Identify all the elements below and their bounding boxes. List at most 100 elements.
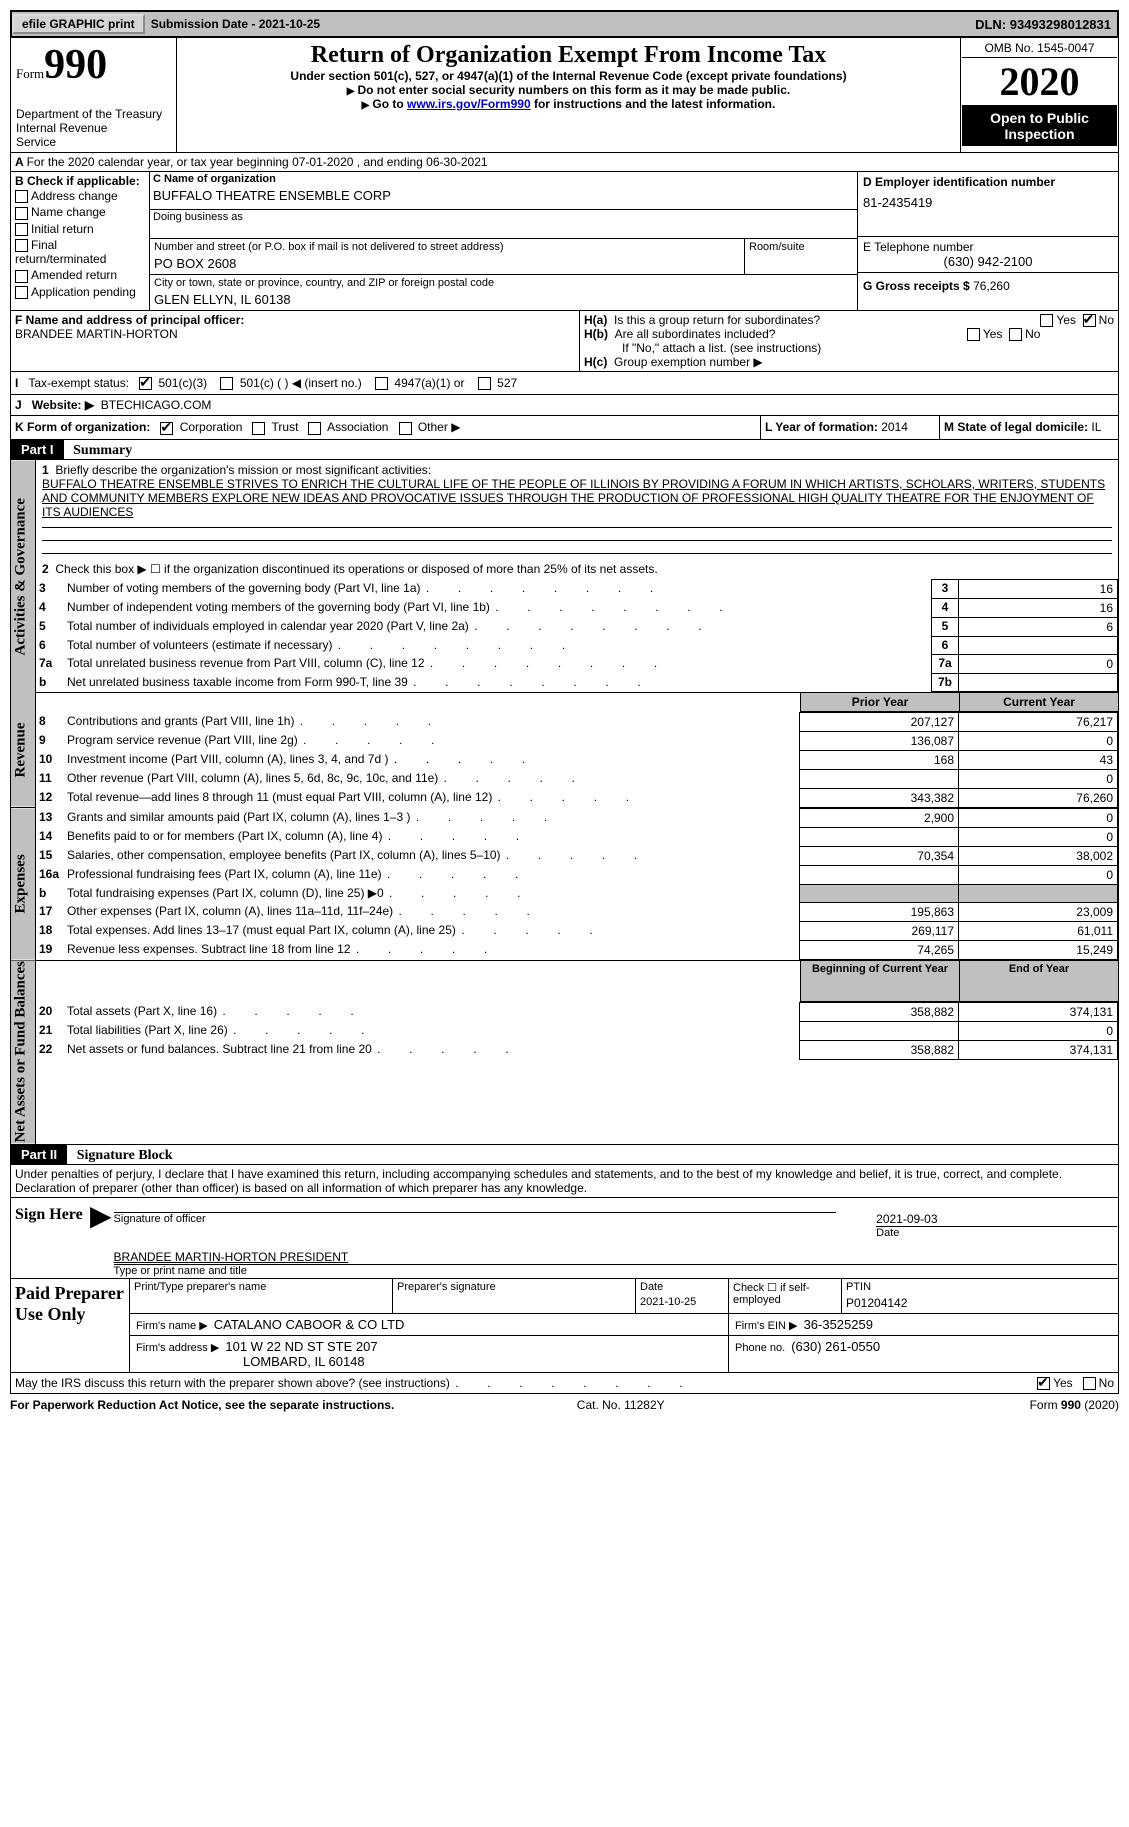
sig-officer-label: Signature of officer xyxy=(114,1212,837,1225)
current-value: 374,131 xyxy=(959,1040,1118,1059)
tab-expenses: Expenses xyxy=(11,808,36,961)
discuss-no[interactable] xyxy=(1083,1377,1096,1390)
line-item: 20Total assets (Part X, line 16) xyxy=(36,1002,800,1021)
dln: DLN: 93493298012831 xyxy=(975,17,1117,32)
prior-value xyxy=(800,865,959,884)
line-item: 14Benefits paid to or for members (Part … xyxy=(36,827,800,846)
open-inspection: Open to Public Inspection xyxy=(962,106,1117,146)
line-item: 10Investment income (Part VIII, column (… xyxy=(36,750,800,769)
current-value: 0 xyxy=(959,865,1118,884)
firm-ein-row: Firm's EIN ▶ 36-3525259 xyxy=(729,1314,1119,1336)
sec-b-item[interactable]: Amended return xyxy=(15,267,145,283)
line-box: 5 xyxy=(932,617,959,636)
efile-print-button[interactable]: efile GRAPHIC print xyxy=(12,14,145,34)
addr-label: Number and street (or P.O. box if mail i… xyxy=(151,240,743,254)
ptin-value: P01204142 xyxy=(843,1294,1117,1312)
line-box: 3 xyxy=(932,579,959,598)
col-end: End of Year xyxy=(960,960,1119,1001)
sign-here-label: Sign Here xyxy=(11,1198,90,1279)
sec-b-item[interactable]: Name change xyxy=(15,204,145,220)
chk-501c3[interactable] xyxy=(139,377,152,390)
ein: 81-2435419 xyxy=(863,189,1113,210)
mission-text: BUFFALO THEATRE ENSEMBLE STRIVES TO ENRI… xyxy=(42,477,1105,519)
current-value: 76,260 xyxy=(959,788,1118,807)
sec-i: I Tax-exempt status: 501(c)(3) 501(c) ( … xyxy=(11,372,1119,395)
topbar: efile GRAPHIC print Submission Date - 20… xyxy=(10,10,1119,38)
submission-date-label: Submission Date - 2021-10-25 xyxy=(145,17,326,31)
q2-label: Check this box ▶ ☐ if the organization d… xyxy=(55,562,657,576)
dba-label: Doing business as xyxy=(150,210,857,224)
line-value: 16 xyxy=(959,598,1118,617)
sign-arrow-icon: ▶ xyxy=(89,1198,113,1279)
dept-treasury: Department of the Treasury Internal Reve… xyxy=(16,107,171,149)
current-value: 76,217 xyxy=(959,712,1118,731)
sec-h-b: H(b) Are all subordinates included? Yes … xyxy=(584,327,1114,341)
prior-value xyxy=(800,1021,959,1040)
current-value: 0 xyxy=(959,769,1118,788)
sig-date-value: 2021-09-03 xyxy=(876,1212,1117,1226)
line-item: 16aProfessional fundraising fees (Part I… xyxy=(36,865,800,884)
current-value: 43 xyxy=(959,750,1118,769)
line-item: 8Contributions and grants (Part VIII, li… xyxy=(36,712,800,731)
prior-value: 195,863 xyxy=(800,902,959,921)
sec-b-item[interactable]: Final return/terminated xyxy=(15,237,145,267)
prep-self-employed: Check ☐ if self-employed xyxy=(730,1280,840,1307)
org-name: BUFFALO THEATRE ENSEMBLE CORP xyxy=(150,186,857,205)
line-box: 7b xyxy=(932,673,959,691)
chk-527[interactable] xyxy=(478,377,491,390)
part1-title: Summary xyxy=(67,441,138,460)
chk-4947[interactable] xyxy=(375,377,388,390)
current-value: 0 xyxy=(959,827,1118,846)
officer-name-label: Type or print name and title xyxy=(114,1264,1117,1277)
sec-b-item[interactable]: Address change xyxy=(15,188,145,204)
current-value: 38,002 xyxy=(959,846,1118,865)
city-label: City or town, state or province, country… xyxy=(151,276,856,290)
current-value: 0 xyxy=(959,1021,1118,1040)
officer-name: BRANDEE MARTIN-HORTON PRESIDENT xyxy=(114,1250,1117,1264)
form-title: Return of Organization Exempt From Incom… xyxy=(181,42,956,69)
line-item: 4Number of independent voting members of… xyxy=(36,598,932,617)
current-value: 0 xyxy=(959,808,1118,827)
firm-name-row: Firm's name ▶ CATALANO CABOOR & CO LTD xyxy=(130,1314,729,1336)
sec-h-c: H(c) Group exemption number ▶ xyxy=(584,355,1114,369)
prior-value: 343,382 xyxy=(800,788,959,807)
omb-number: OMB No. 1545-0047 xyxy=(962,39,1117,58)
col-prior-year: Prior Year xyxy=(801,692,960,711)
chk-corp[interactable] xyxy=(160,422,173,435)
chk-other[interactable] xyxy=(399,422,412,435)
part2-title: Signature Block xyxy=(71,1146,179,1165)
gross-receipts: 76,260 xyxy=(973,279,1010,293)
street-address: PO BOX 2608 xyxy=(151,254,743,273)
line-item: 13Grants and similar amounts paid (Part … xyxy=(36,808,800,827)
discuss-yes[interactable] xyxy=(1037,1377,1050,1390)
sec-f-label: F Name and address of principal officer: xyxy=(15,313,244,327)
part1-header: Part I xyxy=(11,440,64,459)
chk-assoc[interactable] xyxy=(308,422,321,435)
room-label: Room/suite xyxy=(746,240,856,254)
prior-value: 168 xyxy=(800,750,959,769)
sec-b-item[interactable]: Application pending xyxy=(15,284,145,300)
line-item: bNet unrelated business taxable income f… xyxy=(36,673,932,691)
chk-trust[interactable] xyxy=(252,422,265,435)
line-item: 21Total liabilities (Part X, line 26) xyxy=(36,1021,800,1040)
line-item: 5Total number of individuals employed in… xyxy=(36,617,932,636)
sec-g-label: G Gross receipts $ xyxy=(863,279,973,293)
line-item: 18Total expenses. Add lines 13–17 (must … xyxy=(36,921,800,940)
form-number: Form990 xyxy=(16,41,171,89)
ptin-label: PTIN xyxy=(843,1280,1117,1294)
chk-501c[interactable] xyxy=(220,377,233,390)
prep-name-label: Print/Type preparer's name xyxy=(131,1280,391,1294)
line-item: 12Total revenue—add lines 8 through 11 (… xyxy=(36,788,800,807)
line-value xyxy=(959,636,1118,654)
prior-value xyxy=(800,769,959,788)
footer: For Paperwork Reduction Act Notice, see … xyxy=(10,1394,1119,1412)
prior-value: 269,117 xyxy=(800,921,959,940)
sec-b-item[interactable]: Initial return xyxy=(15,221,145,237)
sec-d-label: D Employer identification number xyxy=(863,175,1113,189)
line-box: 4 xyxy=(932,598,959,617)
prior-value: 2,900 xyxy=(800,808,959,827)
irs-link[interactable]: www.irs.gov/Form990 xyxy=(407,97,531,111)
part2-header: Part II xyxy=(11,1145,67,1164)
prep-date-label: Date xyxy=(637,1280,727,1294)
tab-governance: Activities & Governance xyxy=(11,460,36,693)
